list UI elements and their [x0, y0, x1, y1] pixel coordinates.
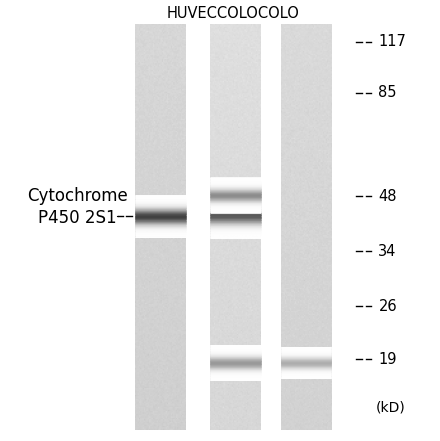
Text: (kD): (kD) [376, 401, 406, 415]
Text: 85: 85 [378, 85, 397, 100]
Text: 117: 117 [378, 34, 406, 49]
Text: 34: 34 [378, 244, 397, 259]
Text: 19: 19 [378, 352, 397, 367]
Text: P450 2S1: P450 2S1 [38, 209, 116, 227]
Text: Cytochrome: Cytochrome [27, 187, 127, 205]
Text: 26: 26 [378, 299, 397, 314]
Text: HUVECCOLOCOLO: HUVECCOLOCOLO [167, 6, 300, 21]
Text: 48: 48 [378, 189, 397, 204]
